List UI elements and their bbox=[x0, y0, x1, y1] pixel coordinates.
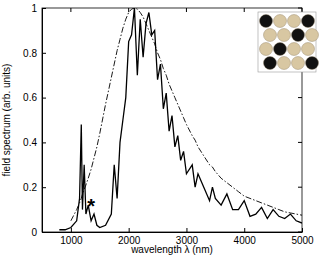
inset-atom bbox=[302, 15, 315, 28]
y-tick-label: 1 bbox=[31, 3, 37, 14]
inset-atom bbox=[264, 29, 277, 42]
y-tick-label: 0.6 bbox=[23, 92, 37, 103]
y-axis-title: field spectrum (arb. units) bbox=[1, 64, 12, 177]
series-line bbox=[71, 8, 302, 221]
x-axis-line bbox=[43, 232, 303, 233]
y-tick: 0.6 bbox=[23, 92, 46, 103]
inset-atom bbox=[292, 57, 305, 70]
x-tick-mark bbox=[186, 228, 187, 232]
inset-atom bbox=[292, 29, 305, 42]
x-tick-mark-top bbox=[244, 8, 245, 12]
y-tick-mark bbox=[42, 142, 46, 143]
y-tick: 0.4 bbox=[23, 137, 46, 148]
y-tick-mark-right bbox=[298, 8, 302, 9]
inset-atom bbox=[306, 57, 319, 70]
y-axis: 0 0.2 0.4 0.6 0.8 1 bbox=[23, 3, 46, 238]
inset-atom bbox=[274, 43, 287, 56]
inset-atom bbox=[288, 43, 301, 56]
y-tick-label: 0 bbox=[31, 227, 37, 238]
inset-atom bbox=[260, 43, 273, 56]
inset-atom bbox=[264, 57, 277, 70]
y-tick-mark-right bbox=[298, 142, 302, 143]
inset-atom bbox=[274, 15, 287, 28]
inset-atom bbox=[260, 15, 273, 28]
y-tick-mark bbox=[42, 98, 46, 99]
annotation: * bbox=[87, 195, 95, 217]
inset-atom bbox=[306, 29, 319, 42]
x-tick-mark bbox=[129, 228, 130, 232]
inset-atom bbox=[288, 15, 301, 28]
x-tick-mark bbox=[302, 228, 303, 232]
plot: 1000200030004000500000.20.40.60.81* bbox=[23, 3, 314, 246]
x-tick-mark-top bbox=[128, 8, 129, 12]
inset-atom bbox=[278, 57, 291, 70]
y-tick: 0.2 bbox=[23, 182, 46, 193]
x-tick-label: 5000 bbox=[291, 235, 314, 246]
x-tick-mark-top bbox=[70, 8, 71, 12]
y-tick-mark-right bbox=[298, 232, 302, 233]
x-tick-label: 1000 bbox=[60, 235, 83, 246]
inset-atom bbox=[302, 43, 315, 56]
x-tick-mark-top bbox=[186, 8, 187, 12]
x-tick: 5000 bbox=[291, 228, 314, 246]
x-tick-mark bbox=[244, 228, 245, 232]
x-axis-title: wavelength λ (nm) bbox=[130, 244, 213, 255]
inset-structure bbox=[258, 12, 319, 72]
x-tick: 4000 bbox=[234, 228, 257, 246]
y-tick-mark bbox=[42, 53, 46, 54]
y-tick-label: 0.8 bbox=[23, 48, 37, 59]
chart: 1000200030004000500000.20.40.60.81*wavel… bbox=[0, 0, 327, 255]
x-tick-label: 4000 bbox=[234, 235, 257, 246]
y-tick: 1 bbox=[31, 3, 46, 14]
y-tick: 0 bbox=[31, 227, 46, 238]
y-tick-mark bbox=[42, 232, 46, 233]
y-tick-mark-right bbox=[298, 97, 302, 98]
y-tick-mark bbox=[42, 187, 46, 188]
inset-atom bbox=[278, 29, 291, 42]
y-tick-label: 0.4 bbox=[23, 137, 37, 148]
x-tick: 1000 bbox=[60, 228, 83, 246]
x-tick-mark bbox=[71, 228, 72, 232]
y-tick: 0.8 bbox=[23, 48, 46, 59]
y-tick-label: 0.2 bbox=[23, 182, 37, 193]
y-tick-mark-right bbox=[298, 187, 302, 188]
x-tick-mark-top bbox=[302, 8, 303, 12]
y-tick-mark bbox=[42, 8, 46, 9]
y-axis-line bbox=[42, 9, 43, 233]
